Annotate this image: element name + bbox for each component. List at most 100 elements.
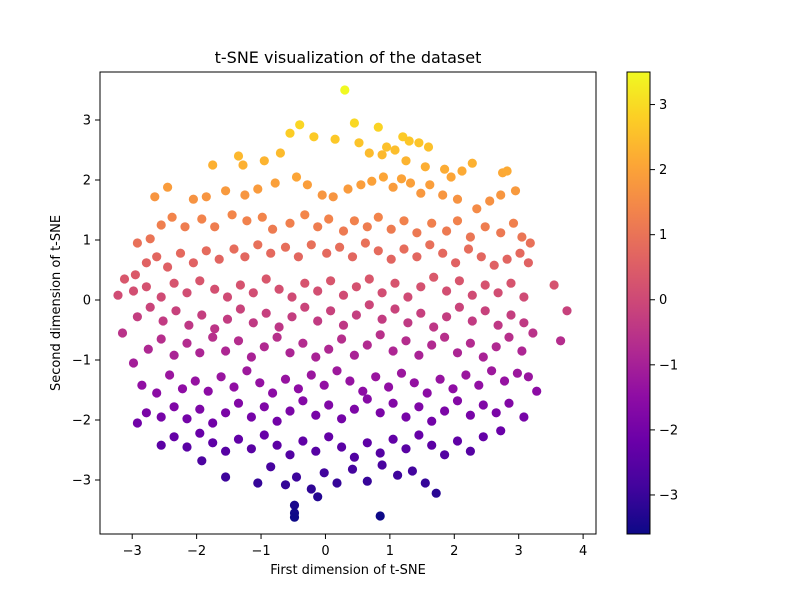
- scatter-point: [285, 406, 295, 416]
- scatter-point: [485, 196, 495, 206]
- plot-frame: [99, 71, 597, 535]
- scatter-point: [396, 368, 407, 378]
- scatter-point: [337, 414, 347, 424]
- scatter-point: [248, 318, 258, 328]
- scatter-point: [195, 404, 205, 414]
- scatter-point: [182, 288, 192, 298]
- scatter-point: [478, 400, 488, 410]
- scatter-point: [313, 286, 323, 296]
- scatter-point: [280, 242, 291, 252]
- scatter-point: [510, 186, 521, 196]
- colorbar-tick-label: −2: [659, 423, 678, 438]
- scatter-point: [349, 216, 359, 226]
- scatter-point: [487, 366, 497, 376]
- scatter-point: [463, 244, 474, 254]
- scatter-point: [386, 224, 396, 234]
- x-tick-label: 1: [386, 544, 394, 559]
- scatter-point: [465, 232, 475, 242]
- scatter-point: [480, 222, 490, 232]
- y-tick-label: 3: [83, 114, 91, 129]
- scatter-point: [150, 192, 160, 202]
- scatter-point: [347, 464, 358, 474]
- scatter-point: [377, 314, 387, 324]
- scatter-point: [141, 408, 151, 418]
- colorbar-tick-label: 2: [659, 163, 667, 178]
- scatter-point: [132, 418, 142, 428]
- scatter-point: [364, 300, 374, 310]
- scatter-point: [156, 220, 166, 230]
- scatter-point: [465, 446, 475, 456]
- scatter-point: [156, 292, 166, 302]
- scatter-point: [156, 412, 166, 422]
- scatter-point: [399, 244, 409, 254]
- scatter-point: [388, 346, 398, 356]
- scatter-point: [171, 306, 181, 316]
- scatter-point: [130, 270, 140, 280]
- scatter-point: [272, 416, 282, 426]
- scatter-point: [233, 151, 244, 161]
- colorbar: −3 −2 −1 0 1 2 3: [626, 71, 678, 535]
- scatter-point: [489, 260, 499, 270]
- scatter-point: [362, 222, 372, 232]
- scatter-point: [175, 248, 186, 258]
- scatter-point: [324, 432, 334, 442]
- scatter-point: [182, 414, 192, 424]
- scatter-point: [440, 332, 450, 342]
- scatter-point: [427, 218, 437, 228]
- scatter-point: [480, 280, 490, 290]
- scatter-point: [293, 384, 303, 394]
- scatter-point: [442, 226, 452, 236]
- scatter-point: [246, 444, 256, 454]
- scatter-point: [506, 310, 516, 320]
- scatter-point: [390, 304, 400, 314]
- y-tick-label: −2: [72, 414, 91, 429]
- scatter-point: [491, 342, 501, 352]
- scatter-point: [407, 466, 417, 476]
- scatter-point: [493, 320, 503, 330]
- scatter-point: [375, 448, 385, 458]
- colorbar-tick-label: 0: [659, 293, 667, 308]
- scatter-point: [293, 252, 303, 262]
- scatter-point: [384, 382, 394, 392]
- scatter-point: [235, 304, 245, 314]
- colorbar-tick-label: −3: [659, 488, 678, 503]
- scatter-point: [233, 398, 244, 408]
- scatter-point: [210, 324, 220, 334]
- x-axis: −3 −2 −1 0 1 2 3 4: [123, 534, 587, 559]
- scatter-point: [285, 450, 295, 460]
- scatter-point: [182, 338, 192, 348]
- scatter-point: [371, 372, 381, 382]
- scatter-point: [416, 282, 426, 292]
- scatter-point: [311, 410, 321, 420]
- scatter-point: [452, 348, 463, 358]
- scatter-point: [351, 282, 361, 292]
- y-tick-label: 2: [83, 174, 91, 189]
- scatter-point: [233, 336, 244, 346]
- points-layer: [113, 85, 572, 522]
- scatter-point: [467, 290, 477, 300]
- scatter-point: [242, 366, 252, 376]
- y-tick-label: 1: [83, 234, 91, 249]
- scatter-point: [354, 138, 364, 148]
- scatter-point: [156, 440, 166, 450]
- scatter-point: [423, 142, 434, 152]
- scatter-point: [298, 396, 308, 406]
- colorbar-tick-label: 3: [659, 98, 667, 113]
- scatter-point: [375, 330, 385, 340]
- scatter-point: [496, 190, 506, 200]
- scatter-point: [272, 332, 282, 342]
- scatter-point: [362, 438, 372, 448]
- scatter-point: [338, 290, 349, 300]
- scatter-point: [177, 384, 188, 394]
- scatter-point: [195, 276, 205, 286]
- y-tick-label: −1: [72, 354, 91, 369]
- scatter-point: [132, 312, 142, 322]
- scatter-point: [442, 312, 452, 322]
- scatter-point: [360, 238, 370, 248]
- scatter-point: [452, 194, 463, 204]
- scatter-point: [113, 290, 123, 300]
- scatter-point: [190, 376, 200, 386]
- scatter-point: [401, 156, 411, 166]
- scatter-point: [253, 184, 263, 194]
- scatter-point: [300, 278, 310, 288]
